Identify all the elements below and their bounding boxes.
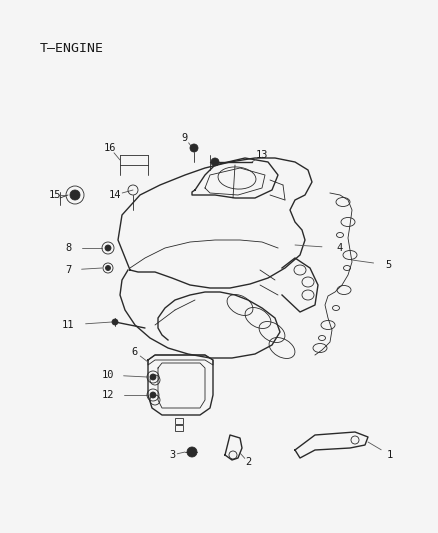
Circle shape (211, 158, 219, 166)
Circle shape (150, 392, 156, 398)
Text: 14: 14 (109, 190, 121, 200)
Circle shape (70, 190, 80, 200)
Circle shape (187, 447, 197, 457)
Text: 2: 2 (245, 457, 251, 467)
Text: 12: 12 (102, 390, 114, 400)
Text: 9: 9 (182, 133, 188, 143)
Circle shape (106, 265, 110, 271)
Text: T–ENGINE: T–ENGINE (40, 42, 104, 55)
Text: 4: 4 (337, 243, 343, 253)
Text: 13: 13 (256, 150, 268, 160)
Text: 5: 5 (385, 260, 391, 270)
Text: 11: 11 (62, 320, 74, 330)
Text: 7: 7 (65, 265, 71, 275)
Circle shape (190, 144, 198, 152)
Circle shape (105, 245, 111, 251)
Text: 3: 3 (169, 450, 175, 460)
Circle shape (150, 374, 156, 380)
Text: 1: 1 (387, 450, 393, 460)
Text: 10: 10 (102, 370, 114, 380)
Circle shape (112, 319, 118, 325)
Text: 15: 15 (49, 190, 61, 200)
Text: 8: 8 (65, 243, 71, 253)
Text: 6: 6 (132, 347, 138, 357)
Text: 16: 16 (104, 143, 116, 153)
